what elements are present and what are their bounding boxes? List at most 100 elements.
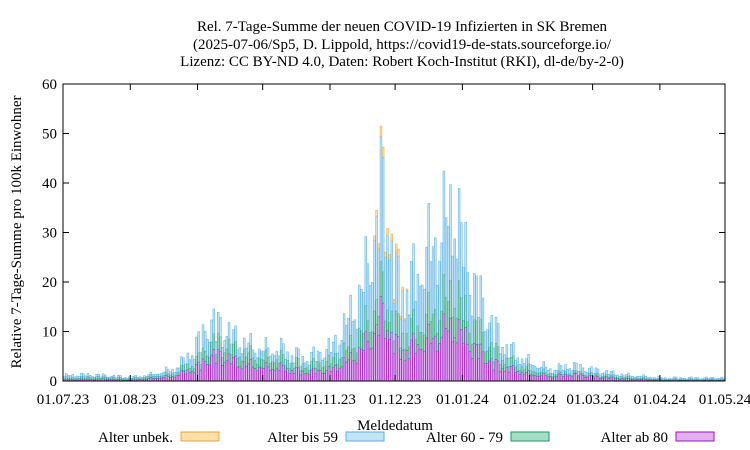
bar-segment [221,357,224,366]
bar-segment [455,317,459,344]
x-axis: 01.07.23 01.08.23 01.09.23 01.10.23 01.11.23… [37,84,750,408]
bar-segment [609,377,613,382]
bar-segment [351,360,354,382]
bar-segment [490,342,493,359]
bar-segment [479,319,483,345]
bar-segment [253,360,257,369]
bar-segment [206,364,209,382]
bar-segment [381,302,385,382]
legend: Alter unbek. Alter bis 59 Alter 60 - 79 Alt… [98,430,715,446]
bar-segment [501,346,504,361]
bar-segment [190,355,194,367]
bar-segment [303,362,307,369]
bar-segment [468,351,472,382]
bar-segment [71,374,74,378]
bar-segment [210,354,213,382]
bar-segment [514,359,517,368]
bar-segment [132,377,135,380]
bar-segment [271,353,274,362]
bar-segment [533,375,537,382]
bar-segment [718,378,721,380]
bar-segment [629,375,632,379]
bar-segment [549,368,552,374]
bar-segment [186,363,189,370]
bar-segment [564,373,567,382]
bar-segment [622,375,626,378]
bar-segment [245,356,248,367]
bar-segment [190,370,194,382]
bar-segment [275,367,278,382]
bar-segment [355,352,359,364]
bar-segment [583,376,587,382]
bar-segment [523,369,526,375]
bar-segment [236,366,239,382]
bar-segment [225,359,229,382]
bar-segment [714,378,717,381]
bar-segment [264,349,268,363]
bar-segment [247,363,250,382]
bar-segment [347,346,350,361]
x-tick-label: 01.10.23 [236,392,289,408]
bar-segment [360,330,363,350]
bar-segment [151,374,155,377]
bar-segment [416,325,420,345]
bar-segment [117,376,120,380]
bar-segment [295,347,298,358]
bar-segment [425,337,428,382]
bar-segment [648,377,652,380]
bar-segment [162,371,166,376]
bar-segment [403,348,407,361]
bar-segment [338,344,341,360]
bar-segment [206,355,209,365]
bar-segment [594,375,598,382]
bar-segment [323,366,326,374]
bar-segment [440,310,443,338]
bar-segment [447,301,450,332]
x-tick-label: 01.05.24 [699,392,750,408]
bar-segment [553,369,556,375]
bar-segment [141,377,144,379]
bar-segment [412,309,415,334]
bar-segment [306,361,309,368]
bar-segment [481,297,485,333]
bar-segment [195,336,198,357]
bar-segment [225,348,229,361]
bar-segment [219,317,222,337]
bar-segment [466,343,469,382]
bar-segment [644,376,647,379]
bar-segment [583,371,587,376]
bar-segment [249,333,252,346]
bar-segment [572,362,576,371]
bar-segment [175,372,179,376]
bar-segment [230,363,233,382]
bar-segment [338,367,341,382]
bar-segment [397,313,400,337]
bar-segment [709,377,713,380]
legend-swatch [675,431,715,442]
bar-segment [258,348,261,359]
bar-segment [596,373,600,377]
bar-segment [134,377,137,380]
bar-segment [173,372,176,376]
bar-segment [568,373,571,376]
bar-segment [136,377,140,379]
bar-segment [325,369,328,382]
bar-segment [570,370,574,376]
bar-segment [260,350,263,360]
bar-segment [65,373,68,377]
bar-segment [479,275,483,320]
bar-segment [475,320,478,345]
legend-label: Alter bis 59 [267,430,338,446]
bar-segment [119,375,122,378]
bar-segment [423,288,426,336]
bar-segment [273,362,276,371]
bar-segment [612,374,615,378]
bar-segment [162,377,166,382]
bar-segment [338,359,341,369]
x-axis-label: Meldedatum [357,418,433,434]
bar-segment [84,375,87,379]
bar-segment [505,366,509,382]
bar-segment [408,346,411,359]
bar-segment [199,364,203,371]
bar-segment [340,357,344,367]
